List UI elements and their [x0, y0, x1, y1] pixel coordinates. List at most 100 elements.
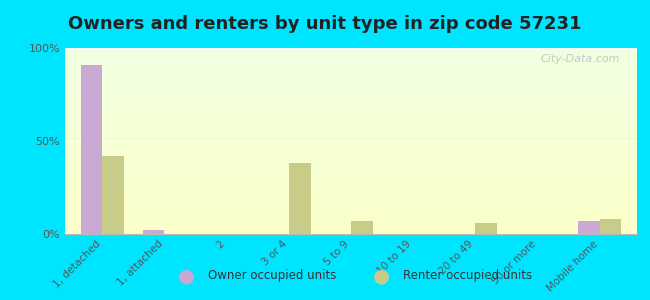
Bar	[65, 200, 637, 202]
Bar	[81, 65, 102, 234]
Bar	[65, 163, 637, 165]
Bar	[65, 158, 637, 160]
Bar	[65, 214, 637, 215]
Bar	[65, 197, 637, 199]
Text: ●: ●	[178, 266, 195, 286]
Bar	[65, 217, 637, 219]
Bar	[65, 184, 637, 186]
Bar	[65, 59, 637, 61]
Bar	[65, 104, 637, 106]
Bar	[65, 52, 637, 54]
Bar	[65, 150, 637, 152]
Bar	[65, 206, 637, 208]
Bar	[65, 117, 637, 119]
Bar	[65, 145, 637, 147]
Bar	[65, 130, 637, 132]
Bar	[65, 106, 637, 107]
Bar	[65, 228, 637, 230]
Bar	[65, 132, 637, 134]
Bar	[65, 115, 637, 117]
Bar	[65, 161, 637, 163]
Bar	[65, 193, 637, 195]
Bar	[65, 65, 637, 67]
Bar	[65, 113, 637, 115]
Bar	[65, 54, 637, 56]
Bar	[65, 82, 637, 83]
Bar	[65, 178, 637, 180]
Bar	[65, 210, 637, 212]
Bar	[65, 186, 637, 188]
Bar	[65, 128, 637, 130]
Bar	[65, 50, 637, 52]
Bar	[65, 191, 637, 193]
Bar	[65, 219, 637, 221]
Bar	[65, 189, 637, 191]
Bar	[65, 148, 637, 150]
Bar	[65, 169, 637, 171]
Bar	[65, 134, 637, 135]
Bar	[65, 89, 637, 91]
Bar	[65, 48, 637, 50]
Bar	[65, 172, 637, 175]
Bar	[65, 221, 637, 223]
Bar	[65, 85, 637, 87]
Bar	[65, 110, 637, 111]
Bar	[289, 163, 311, 234]
Bar	[65, 175, 637, 176]
Bar	[65, 195, 637, 197]
Bar	[65, 80, 637, 82]
Bar	[65, 98, 637, 100]
Bar	[65, 111, 637, 113]
Bar	[65, 202, 637, 204]
Bar	[65, 137, 637, 139]
Bar	[65, 93, 637, 94]
Bar	[65, 72, 637, 74]
Bar	[65, 167, 637, 169]
Bar	[65, 76, 637, 78]
Bar	[600, 219, 621, 234]
Bar	[65, 152, 637, 154]
Bar	[65, 225, 637, 226]
Bar	[65, 171, 637, 172]
Text: Owners and renters by unit type in zip code 57231: Owners and renters by unit type in zip c…	[68, 15, 582, 33]
Bar	[65, 147, 637, 148]
Bar	[65, 143, 637, 145]
Bar	[65, 180, 637, 182]
Bar	[65, 208, 637, 210]
Bar	[65, 204, 637, 206]
Bar	[65, 232, 637, 234]
Bar	[65, 67, 637, 68]
Bar	[65, 212, 637, 214]
Bar	[65, 122, 637, 124]
Bar	[65, 139, 637, 141]
Bar	[65, 68, 637, 70]
Bar	[65, 56, 637, 57]
Bar	[65, 78, 637, 80]
Bar	[351, 221, 372, 234]
Bar	[65, 70, 637, 72]
Bar	[475, 223, 497, 234]
Bar	[65, 223, 637, 225]
Bar	[65, 57, 637, 59]
Bar	[65, 102, 637, 104]
Bar	[65, 91, 637, 93]
Bar	[65, 83, 637, 85]
Text: Owner occupied units: Owner occupied units	[208, 269, 337, 283]
Text: ●: ●	[373, 266, 390, 286]
Bar	[65, 188, 637, 189]
Text: Renter occupied units: Renter occupied units	[403, 269, 532, 283]
Bar	[65, 126, 637, 128]
Bar	[65, 199, 637, 200]
Bar	[65, 226, 637, 228]
Bar	[65, 100, 637, 102]
Bar	[65, 124, 637, 126]
Bar	[65, 154, 637, 156]
Bar	[65, 63, 637, 65]
Bar	[65, 94, 637, 96]
Bar	[65, 119, 637, 121]
Bar	[65, 107, 637, 110]
Bar	[65, 74, 637, 76]
Bar	[102, 156, 124, 234]
Bar	[65, 121, 637, 122]
Bar	[65, 141, 637, 143]
